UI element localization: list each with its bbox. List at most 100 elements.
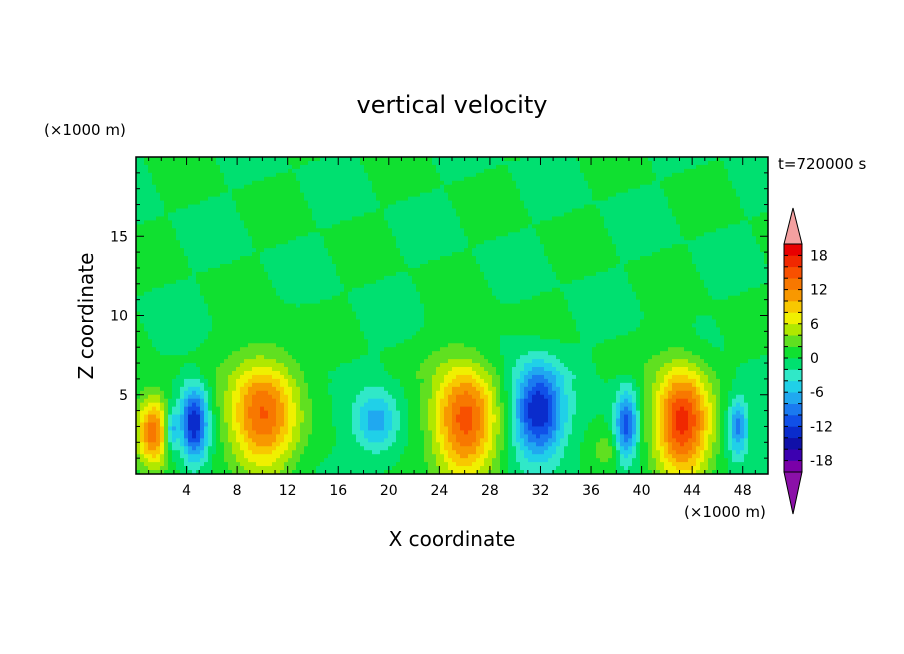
- field-cell: [288, 386, 293, 392]
- field-cell: [180, 283, 185, 289]
- field-cell: [328, 311, 333, 317]
- field-cell: [200, 232, 205, 237]
- field-cell: [280, 256, 285, 261]
- field-cell: [380, 192, 385, 198]
- field-cell: [292, 410, 297, 416]
- field-cell: [308, 446, 313, 451]
- field-cell: [268, 180, 273, 186]
- field-cell: [296, 462, 301, 467]
- field-cell: [152, 275, 157, 281]
- field-cell: [212, 327, 217, 332]
- field-cell: [280, 406, 285, 412]
- field-cell: [156, 470, 161, 474]
- field-cell: [376, 236, 381, 241]
- field-cell: [268, 291, 273, 297]
- field-cell: [280, 224, 285, 229]
- field-cell: [356, 184, 361, 190]
- field-cell: [212, 240, 217, 245]
- field-cell: [240, 327, 245, 332]
- field-cell: [324, 359, 329, 364]
- field-cell: [332, 220, 337, 225]
- field-cell: [220, 208, 225, 214]
- field-cell: [180, 359, 185, 364]
- field-cell: [200, 311, 205, 317]
- field-cell: [200, 462, 205, 467]
- field-cell: [188, 359, 193, 364]
- field-cell: [364, 271, 369, 277]
- field-cell: [260, 418, 265, 424]
- field-cell: [268, 351, 273, 356]
- field-cell: [140, 295, 145, 301]
- field-cell: [196, 398, 201, 404]
- field-cell: [372, 160, 377, 166]
- field-cell: [236, 351, 241, 356]
- field-cell: [320, 406, 325, 412]
- field-cell: [180, 454, 185, 459]
- field-cell: [176, 426, 181, 432]
- field-cell: [188, 299, 193, 305]
- field-cell: [204, 240, 209, 245]
- field-cell: [256, 172, 261, 178]
- field-cell: [144, 319, 149, 325]
- field-cell: [284, 283, 289, 289]
- field-cell: [368, 418, 373, 424]
- field-cell: [264, 303, 269, 309]
- field-cell: [312, 295, 317, 301]
- field-cell: [220, 196, 225, 202]
- field-cell: [196, 370, 201, 376]
- field-cell: [272, 204, 277, 210]
- field-cell: [328, 240, 333, 245]
- field-cell: [256, 390, 261, 396]
- field-cell: [208, 208, 213, 214]
- field-cell: [232, 299, 237, 305]
- field-cell: [316, 220, 321, 225]
- field-cell: [316, 363, 321, 368]
- field-cell: [152, 307, 157, 313]
- field-cell: [188, 367, 193, 372]
- field-cell: [208, 192, 213, 198]
- field-cell: [216, 430, 221, 435]
- field-cell: [264, 398, 269, 404]
- field-cell: [288, 212, 293, 218]
- field-cell: [168, 248, 173, 253]
- field-cell: [204, 418, 209, 424]
- field-cell: [292, 370, 297, 376]
- field-cell: [272, 236, 277, 241]
- field-cell: [200, 327, 205, 332]
- field-cell: [296, 252, 301, 257]
- field-cell: [208, 363, 213, 368]
- field-cell: [236, 442, 241, 447]
- field-cell: [264, 363, 269, 368]
- field-cell: [308, 315, 313, 321]
- field-cell: [240, 351, 245, 356]
- field-cell: [248, 382, 253, 388]
- field-cell: [220, 367, 225, 372]
- field-cell: [280, 398, 285, 404]
- field-cell: [312, 351, 317, 356]
- field-cell: [180, 291, 185, 297]
- field-cell: [220, 220, 225, 225]
- field-cell: [240, 279, 245, 285]
- field-cell: [160, 382, 165, 388]
- field-cell: [180, 299, 185, 305]
- field-cell: [292, 363, 297, 368]
- field-cell: [288, 275, 293, 281]
- field-cell: [152, 311, 157, 317]
- field-cell: [312, 271, 317, 277]
- field-cell: [364, 327, 369, 332]
- field-cell: [376, 331, 381, 336]
- field-cell: [376, 394, 381, 400]
- field-cell: [332, 200, 337, 206]
- field-cell: [368, 279, 373, 285]
- field-cell: [272, 256, 277, 261]
- field-cell: [248, 462, 253, 467]
- field-cell: [144, 382, 149, 388]
- field-cell: [292, 200, 297, 206]
- field-cell: [312, 172, 317, 178]
- field-cell: [164, 454, 169, 459]
- field-cell: [188, 450, 193, 455]
- field-cell: [308, 370, 313, 376]
- field-cell: [376, 378, 381, 384]
- field-cell: [312, 311, 317, 317]
- field-cell: [364, 422, 369, 428]
